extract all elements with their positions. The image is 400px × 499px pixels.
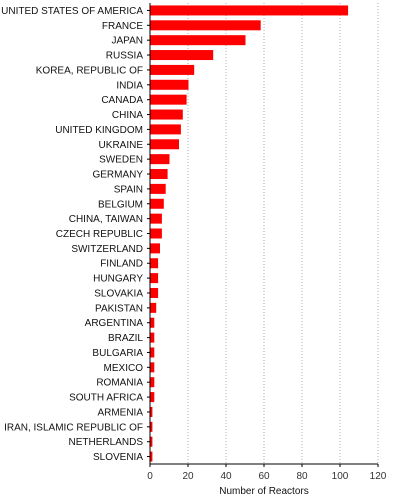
bar xyxy=(150,317,155,328)
category-label: SOUTH AFRICA xyxy=(69,393,143,404)
bar xyxy=(150,362,155,373)
bar xyxy=(150,94,187,105)
x-tick-label: 100 xyxy=(332,471,349,482)
bar xyxy=(150,154,170,165)
x-tick-label: 60 xyxy=(258,471,270,482)
category-label: FRANCE xyxy=(102,21,143,32)
category-labels: UNITED STATES OF AMERICA FRANCE JAPAN RUSSI… xyxy=(1,6,150,463)
category-label: SLOVAKIA xyxy=(94,288,143,299)
category-label: SWEDEN xyxy=(99,155,143,166)
bar xyxy=(150,139,179,150)
bar xyxy=(150,64,195,75)
category-label: ARGENTINA xyxy=(85,318,144,329)
category-label: BULGARIA xyxy=(92,348,143,359)
x-tick-label: 80 xyxy=(296,471,308,482)
bar xyxy=(150,35,246,46)
category-label: PAKISTAN xyxy=(95,303,143,314)
bar xyxy=(150,273,159,284)
category-label: HUNGARY xyxy=(93,274,143,285)
bar xyxy=(150,109,183,120)
bar xyxy=(150,332,155,343)
bar xyxy=(150,258,159,269)
bars xyxy=(150,5,349,462)
bar xyxy=(150,436,153,447)
bar xyxy=(150,377,155,388)
category-label: FINLAND xyxy=(100,259,143,270)
category-label: BRAZIL xyxy=(108,333,143,344)
category-label: JAPAN xyxy=(112,36,144,47)
bar xyxy=(150,228,162,239)
x-tick-label: 0 xyxy=(147,471,153,482)
bar xyxy=(150,302,157,313)
x-tick-label: 20 xyxy=(182,471,194,482)
category-label: CHINA xyxy=(112,110,143,121)
category-label: UNITED STATES OF AMERICA xyxy=(1,6,143,17)
category-label: CANADA xyxy=(101,95,143,106)
category-label: ARMENIA xyxy=(97,407,143,418)
x-axis-title: Number of Reactors xyxy=(219,486,308,497)
bar xyxy=(150,50,214,61)
gridlines xyxy=(187,3,379,464)
x-axis: 0 20 40 60 80 100 120 xyxy=(147,3,387,482)
category-label: RUSSIA xyxy=(106,51,144,62)
bar xyxy=(150,198,164,209)
category-label: IRAN, ISLAMIC REPUBLIC OF xyxy=(4,422,143,433)
bar xyxy=(150,213,162,224)
category-label: INDIA xyxy=(116,80,143,91)
category-label: NETHERLANDS xyxy=(69,437,144,448)
bar xyxy=(150,243,160,254)
bar xyxy=(150,406,153,417)
category-label: MEXICO xyxy=(104,363,144,374)
bar xyxy=(150,20,261,31)
bar xyxy=(150,451,153,462)
category-label: SPAIN xyxy=(114,184,143,195)
x-tick-label: 40 xyxy=(220,471,232,482)
category-label: GERMANY xyxy=(92,170,143,181)
category-label: BELGIUM xyxy=(98,199,143,210)
bar xyxy=(150,392,155,403)
category-label: CHINA, TAIWAN xyxy=(69,214,143,225)
category-label: CZECH REPUBLIC xyxy=(56,229,143,240)
bar xyxy=(150,124,181,135)
bar xyxy=(150,79,189,90)
category-label: ROMANIA xyxy=(96,378,143,389)
category-label: KOREA, REPUBLIC OF xyxy=(36,65,143,76)
bar xyxy=(150,347,155,358)
bar xyxy=(150,5,349,16)
category-label: SLOVENIA xyxy=(93,452,143,463)
bar xyxy=(150,183,166,194)
bar xyxy=(150,287,159,298)
category-label: SWITZERLAND xyxy=(71,244,143,255)
category-label: UKRAINE xyxy=(99,140,144,151)
x-tick-label: 120 xyxy=(370,471,387,482)
category-label: UNITED KINGDOM xyxy=(55,125,143,136)
bar xyxy=(150,169,168,180)
bar xyxy=(150,421,153,432)
